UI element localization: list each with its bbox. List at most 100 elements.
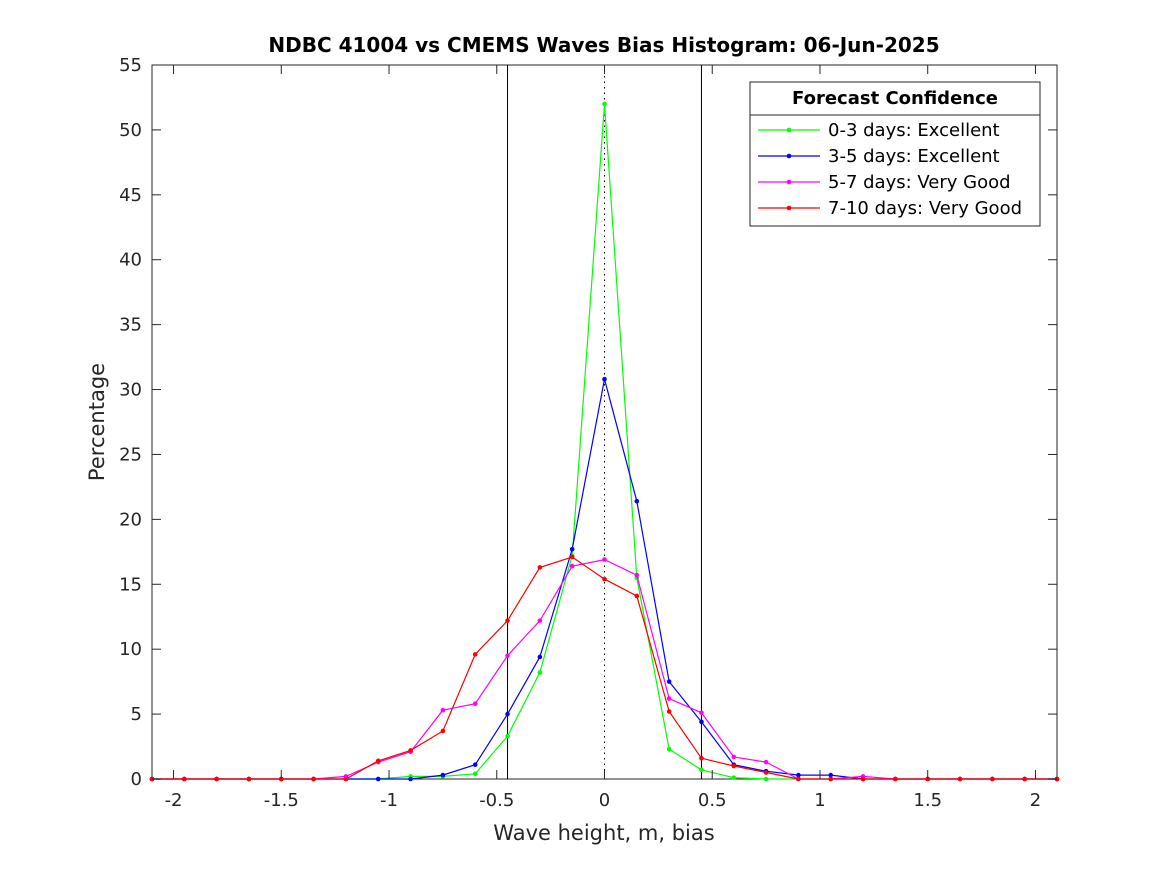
- legend-swatch-marker: [786, 153, 792, 159]
- data-point: [1022, 776, 1027, 782]
- legend-swatch-marker: [786, 205, 792, 211]
- data-point: [731, 754, 737, 760]
- data-point: [828, 776, 834, 782]
- legend: Forecast Confidence 0-3 days: Excellent 3…: [749, 81, 1041, 227]
- y-tick-label: 25: [119, 444, 142, 465]
- data-point: [569, 546, 575, 552]
- data-point: [666, 679, 672, 684]
- data-point: [666, 696, 672, 701]
- y-tick-label: 35: [119, 315, 142, 336]
- data-point: [860, 776, 866, 782]
- data-point: [505, 618, 510, 623]
- data-point: [763, 759, 769, 765]
- data-point: [343, 776, 349, 782]
- legend-entry: 7-10 days: Very Good: [758, 198, 1022, 219]
- data-point: [796, 776, 801, 782]
- data-point: [602, 576, 607, 582]
- y-tick-label: 5: [131, 704, 142, 725]
- data-point: [537, 565, 543, 570]
- data-point: [602, 101, 607, 107]
- y-tick-label: 15: [119, 574, 142, 595]
- legend-label: 3-5 days: Excellent: [828, 146, 1000, 167]
- legend-swatch-marker: [786, 179, 792, 185]
- y-tick-label: 0: [131, 769, 142, 790]
- legend-box: [749, 81, 1041, 227]
- legend-entry: 5-7 days: Very Good: [758, 172, 1011, 193]
- data-point: [375, 776, 381, 782]
- y-tick-label: 50: [119, 120, 142, 141]
- data-point: [666, 709, 672, 714]
- data-point: [440, 772, 446, 778]
- data-point: [440, 707, 446, 713]
- data-point: [472, 652, 478, 657]
- data-point: [763, 770, 769, 775]
- data-point: [375, 758, 381, 764]
- data-point: [537, 618, 543, 623]
- legend-entry: 3-5 days: Excellent: [758, 146, 1000, 167]
- data-point: [472, 701, 478, 707]
- legend-title: Forecast Confidence: [792, 88, 998, 109]
- series-layer: [149, 101, 1060, 782]
- data-point: [182, 776, 187, 782]
- x-tick-label: 0: [599, 790, 610, 811]
- legend-label: 7-10 days: Very Good: [828, 198, 1022, 219]
- x-tick-label: -1.5: [264, 790, 299, 811]
- data-point: [634, 593, 640, 599]
- y-tick-label: 20: [119, 509, 142, 530]
- y-tick-label: 30: [119, 380, 142, 401]
- data-point: [408, 776, 413, 782]
- data-point: [408, 748, 413, 753]
- y-tick-label: 10: [119, 639, 142, 660]
- x-tick-label: 1: [814, 790, 825, 811]
- data-point: [602, 376, 607, 382]
- legend-swatch-marker: [786, 127, 792, 133]
- x-axis-ticks: -2 -1.5 -1 -0.5 0 0.5 1 1.5 2: [165, 65, 1041, 811]
- series-4: [149, 554, 1060, 782]
- data-point: [505, 653, 510, 658]
- x-tick-label: 0.5: [698, 790, 727, 811]
- data-point: [634, 572, 640, 578]
- y-tick-label: 40: [119, 250, 142, 271]
- data-point: [699, 710, 704, 716]
- data-point: [763, 776, 769, 782]
- data-point: [537, 670, 543, 675]
- y-tick-label: 45: [119, 185, 142, 206]
- data-point: [311, 776, 316, 782]
- data-point: [537, 654, 543, 660]
- data-point: [472, 762, 478, 768]
- data-point: [569, 554, 575, 560]
- reference-lines: [507, 65, 702, 779]
- data-point: [699, 755, 704, 761]
- data-point: [602, 557, 607, 562]
- data-point: [990, 776, 995, 782]
- x-tick-label: 1.5: [913, 790, 942, 811]
- x-tick-label: -1: [380, 790, 398, 811]
- data-point: [699, 767, 704, 773]
- legend-label: 0-3 days: Excellent: [828, 120, 1000, 141]
- legend-entry: 0-3 days: Excellent: [758, 120, 1000, 141]
- x-tick-label: -2: [165, 790, 183, 811]
- data-point: [634, 498, 640, 504]
- data-point: [505, 711, 510, 717]
- y-axis-label: Percentage: [85, 363, 109, 481]
- chart-title: NDBC 41004 vs CMEMS Waves Bias Histogram…: [268, 33, 939, 57]
- data-point: [893, 776, 898, 782]
- data-point: [472, 771, 478, 777]
- data-point: [699, 719, 704, 725]
- y-tick-label: 55: [119, 55, 142, 76]
- data-point: [731, 775, 737, 781]
- data-point: [957, 776, 963, 782]
- data-point: [214, 776, 219, 782]
- data-point: [569, 563, 575, 569]
- data-point: [440, 728, 446, 734]
- data-point: [731, 763, 737, 769]
- x-tick-label: -0.5: [479, 790, 514, 811]
- data-point: [666, 746, 672, 752]
- legend-entries: 0-3 days: Excellent 3-5 days: Excellent 5-…: [758, 120, 1022, 219]
- legend-label: 5-7 days: Very Good: [828, 172, 1011, 193]
- x-tick-label: 2: [1030, 790, 1041, 811]
- data-point: [246, 776, 252, 782]
- data-point: [505, 733, 510, 739]
- x-axis-label: Wave height, m, bias: [493, 821, 714, 845]
